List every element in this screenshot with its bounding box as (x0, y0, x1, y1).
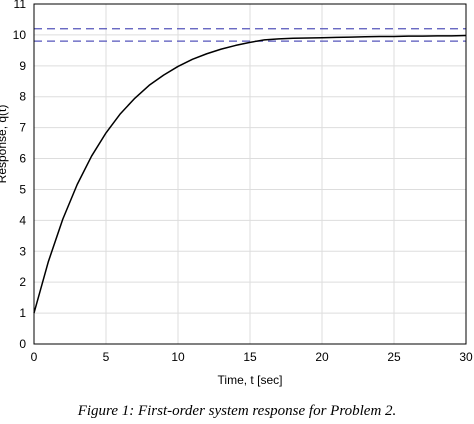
x-axis-label: Time, t [sec] (218, 373, 283, 387)
y-tick-label: 3 (19, 244, 26, 258)
x-tick-label: 5 (103, 350, 110, 364)
plot-frame (33, 3, 467, 345)
grid-lines (33, 3, 467, 345)
series-layer (33, 34, 467, 314)
y-tick-label: 10 (13, 28, 27, 42)
x-tick-label: 30 (459, 350, 473, 364)
y-tick-label: 1 (19, 306, 26, 320)
y-tick-label: 2 (19, 275, 26, 289)
y-tick-label: 9 (19, 59, 26, 73)
response-curve (33, 34, 467, 314)
y-tick-label: 0 (19, 337, 26, 351)
x-tick-label: 15 (243, 350, 257, 364)
y-tick-labels: 0 1 2 3 4 5 6 7 8 9 10 11 (13, 0, 27, 351)
y-tick-label: 7 (19, 121, 26, 135)
y-tick-label: 6 (19, 152, 26, 166)
figure-caption: Figure 1: First-order system response fo… (77, 403, 397, 419)
y-tick-label: 4 (19, 213, 26, 227)
y-axis-label: Response, q(t) (0, 105, 9, 184)
x-tick-label: 10 (171, 350, 185, 364)
y-tick-label: 11 (14, 0, 27, 11)
x-tick-labels: 0 5 10 15 20 25 30 (31, 350, 473, 364)
x-tick-label: 0 (31, 350, 38, 364)
reference-lines (34, 28, 466, 42)
x-tick-label: 20 (315, 350, 329, 364)
y-tick-label: 8 (19, 90, 26, 104)
x-tick-label: 25 (387, 350, 401, 364)
y-tick-label: 5 (19, 182, 26, 196)
